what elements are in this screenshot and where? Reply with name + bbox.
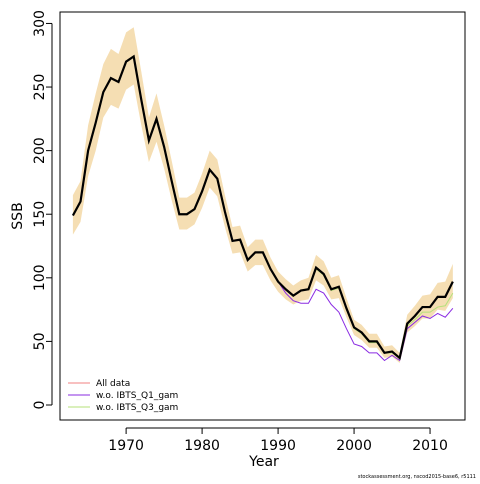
x-tick-label: 1990 bbox=[260, 438, 296, 454]
x-axis-label: Year bbox=[248, 454, 279, 470]
series-line bbox=[72, 55, 454, 359]
series-line bbox=[72, 55, 454, 359]
legend-label: All data bbox=[96, 379, 130, 389]
x-tick-label: 2010 bbox=[412, 438, 448, 454]
x-tick-label: 1980 bbox=[184, 438, 220, 454]
y-axis-label: SSB bbox=[10, 202, 26, 229]
estimate-line bbox=[71, 54, 454, 360]
footnote: stockassessment.org, nscod2015-base6, r5… bbox=[358, 474, 476, 480]
y-tick-label: 150 bbox=[32, 201, 48, 228]
y-tick-label: 100 bbox=[32, 264, 48, 291]
x-tick-label: 1970 bbox=[108, 438, 144, 454]
y-tick-label: 200 bbox=[32, 137, 48, 164]
x-tick-label: 2000 bbox=[336, 438, 372, 454]
confidence-band bbox=[72, 27, 453, 364]
y-tick-label: 300 bbox=[32, 10, 48, 37]
legend-label: w.o. IBTS_Q3_gam bbox=[96, 403, 178, 413]
plot-frame bbox=[59, 11, 466, 421]
y-tick-label: 50 bbox=[32, 332, 48, 350]
y-tick-label: 250 bbox=[32, 74, 48, 101]
legend-label: w.o. IBTS_Q1_gam bbox=[96, 391, 178, 401]
series-line bbox=[72, 55, 454, 362]
y-tick-label: 0 bbox=[32, 401, 48, 410]
